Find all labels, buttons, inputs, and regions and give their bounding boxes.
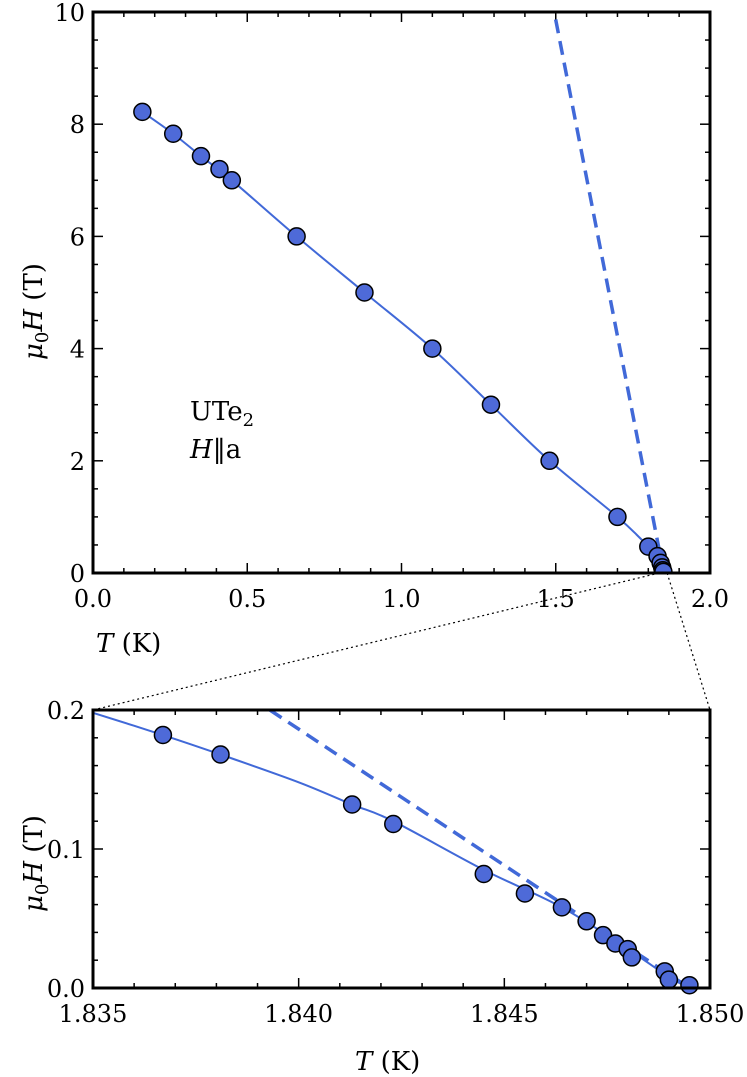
zoom-connector-left [92, 572, 660, 711]
main-data-points [133, 102, 673, 573]
main-y-axis-label: μ0H (T) [19, 263, 53, 360]
inset-y-axis-label: μ0H (T) [19, 815, 53, 912]
inset-tick-labels: 1.835 1.840 1.845 1.850 0.0 0.1 0.2 [47, 697, 745, 1028]
inset-fit-line [93, 711, 690, 988]
data-point [540, 451, 559, 471]
main-plot: 0.0 0.5 1.0 1.5 2.0 0 2 4 6 8 10 T (K) μ0H (T) UTe… [19, 0, 729, 659]
data-point [163, 124, 183, 143]
inset-x-tick-label: 1.850 [676, 1000, 745, 1028]
inset-plot: 1.835 1.840 1.845 1.850 0.0 0.1 0.2 T (K) μ0H … [19, 697, 744, 1077]
data-point [474, 864, 494, 884]
inset-y-tick-label: 0.2 [47, 697, 85, 725]
main-x-tick-label: 2.0 [691, 585, 729, 613]
data-point [481, 395, 501, 414]
main-x-tick-label: 1.0 [382, 585, 420, 613]
main-y-tick-label: 0 [70, 560, 85, 588]
data-point [423, 339, 442, 358]
annotation-field-direction: H‖a [189, 435, 241, 465]
main-y-tick-label: 10 [54, 0, 85, 27]
inset-y-tick-label: 0.1 [47, 836, 85, 864]
main-x-axis-label: T (K) [96, 629, 161, 659]
main-y-tick-label: 4 [70, 336, 85, 364]
main-tick-labels: 0.0 0.5 1.0 1.5 2.0 0 2 4 6 8 10 [54, 0, 729, 613]
main-y-tick-label: 8 [70, 111, 85, 139]
inset-x-axis-label: T (K) [355, 1047, 420, 1077]
zoom-connector-right [666, 572, 711, 711]
data-point [355, 283, 374, 302]
data-point [191, 146, 211, 166]
data-point [210, 159, 229, 179]
inset-data-points [153, 725, 699, 995]
data-point [287, 227, 306, 246]
main-frame [91, 10, 712, 575]
main-x-tick-label: 0.5 [228, 585, 266, 613]
zoom-connectors [92, 572, 711, 711]
data-point [133, 102, 152, 122]
inset-x-tick-label: 1.840 [264, 1000, 333, 1028]
data-point [552, 898, 572, 917]
inset-frame [91, 708, 712, 990]
inset-y-tick-label: 0.0 [47, 975, 85, 1003]
data-point [211, 745, 230, 764]
main-ticks [92, 11, 711, 574]
annotation-compound: UTe2 [190, 397, 254, 431]
data-point [577, 912, 596, 931]
main-dashed-line [552, 12, 666, 573]
main-y-tick-label: 6 [70, 223, 85, 251]
data-point [515, 884, 535, 903]
main-x-tick-label: 0.0 [74, 585, 112, 613]
data-point [622, 948, 642, 967]
data-point [608, 507, 627, 527]
data-point [680, 975, 699, 995]
data-point [342, 795, 362, 814]
data-point [153, 725, 173, 745]
data-point [384, 814, 403, 834]
inset-x-tick-label: 1.835 [59, 1000, 128, 1028]
data-point [222, 171, 242, 190]
main-x-tick-label: 1.5 [537, 585, 575, 613]
main-y-tick-label: 2 [70, 448, 85, 476]
inset-x-tick-label: 1.845 [470, 1000, 539, 1028]
data-point [659, 970, 679, 989]
